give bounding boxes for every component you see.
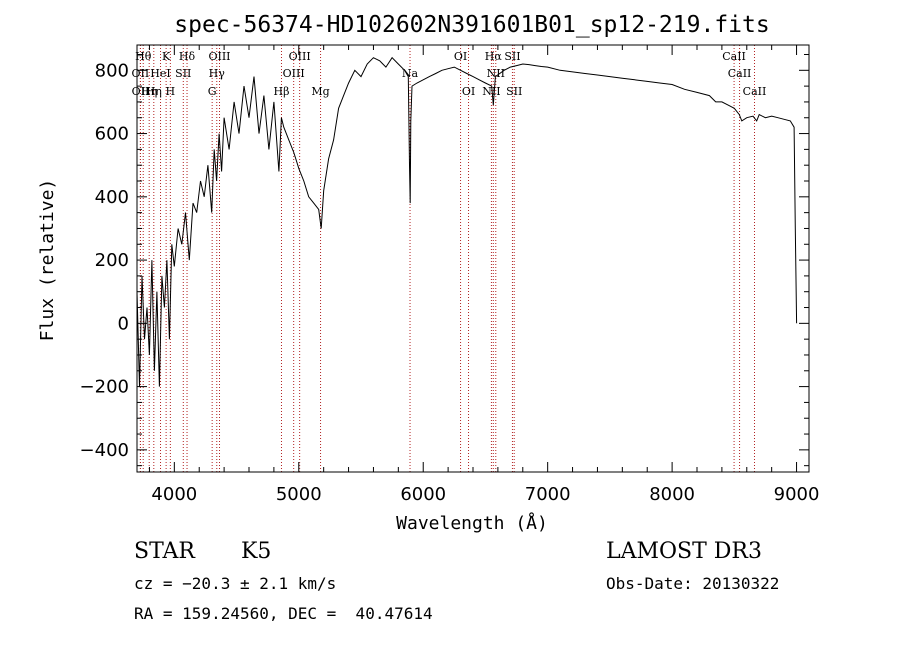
line-label-18: OI bbox=[454, 50, 467, 63]
x-tick-label-5000: 5000 bbox=[276, 484, 322, 505]
spectral-line-labels: HθOIIOIIHηHηHeIKHSIIHδGHγOIIIHβOIIIOIIIM… bbox=[132, 50, 767, 98]
line-label-5: HeI bbox=[150, 67, 170, 80]
line-label-16: Mg bbox=[311, 85, 329, 98]
line-label-15: OIII bbox=[289, 50, 311, 63]
line-label-22: NII bbox=[487, 67, 505, 80]
plot-frame bbox=[136, 44, 810, 473]
x-tick-label-7000: 7000 bbox=[525, 484, 571, 505]
x-axis-ticks: 4000 5000 6000 7000 8000 9000 bbox=[148, 45, 820, 505]
y-tick-label--200: −200 bbox=[80, 377, 129, 398]
x-tick-label-9000: 9000 bbox=[774, 484, 820, 505]
y-axis-label: Flux (relative) bbox=[37, 179, 58, 342]
coordinates: RA = 159.24560, DEC = 40.47614 bbox=[134, 604, 433, 623]
object-class: STAR bbox=[134, 539, 195, 564]
object-subclass: K5 bbox=[241, 539, 272, 564]
line-label-24: SII bbox=[506, 85, 522, 98]
survey-name: LAMOST DR3 bbox=[606, 539, 762, 564]
line-label-8: SII bbox=[175, 67, 191, 80]
line-label-0: Hθ bbox=[135, 50, 152, 63]
observation-date: Obs-Date: 20130322 bbox=[606, 574, 780, 593]
line-label-4: Hη bbox=[146, 85, 162, 98]
line-label-19: OI bbox=[462, 85, 475, 98]
spectral-line-markers bbox=[139, 45, 755, 472]
line-label-26: CaII bbox=[728, 67, 752, 80]
line-label-13: Hβ bbox=[274, 85, 290, 98]
x-tick-label-6000: 6000 bbox=[400, 484, 446, 505]
line-label-14: OIII bbox=[283, 67, 305, 80]
x-tick-label-4000: 4000 bbox=[151, 484, 197, 505]
y-tick-label-600: 600 bbox=[95, 124, 129, 145]
x-axis-label: Wavelength (Å) bbox=[396, 512, 548, 534]
line-label-17: Na bbox=[402, 67, 419, 80]
line-label-12: OIII bbox=[208, 50, 230, 63]
line-label-6: K bbox=[162, 50, 171, 63]
line-label-1: OII bbox=[132, 67, 150, 80]
y-tick-label--400: −400 bbox=[80, 440, 129, 461]
line-label-3: Hη bbox=[141, 85, 157, 98]
line-label-9: Hδ bbox=[179, 50, 196, 63]
y-tick-label-0: 0 bbox=[118, 313, 129, 334]
line-label-7: H bbox=[166, 85, 176, 98]
line-label-2: OII bbox=[132, 85, 150, 98]
x-tick-label-8000: 8000 bbox=[649, 484, 695, 505]
line-label-23: SII bbox=[504, 50, 520, 63]
line-label-20: NII bbox=[482, 85, 500, 98]
y-axis-ticks: −400 −200 0 200 400 600 800 bbox=[80, 53, 809, 467]
redshift-velocity: cz = −20.3 ± 2.1 km/s bbox=[134, 574, 337, 593]
chart-title: spec-56374-HD102602N391601B01_sp12-219.f… bbox=[174, 12, 769, 38]
y-tick-label-800: 800 bbox=[95, 60, 129, 81]
y-tick-label-200: 200 bbox=[95, 250, 129, 271]
line-label-27: CaII bbox=[743, 85, 767, 98]
spectrum-series-line bbox=[136, 56, 798, 387]
line-label-21: Hα bbox=[485, 50, 503, 63]
y-tick-label-400: 400 bbox=[95, 187, 129, 208]
line-label-11: Hγ bbox=[209, 67, 226, 80]
line-label-25: CaII bbox=[722, 50, 746, 63]
line-label-10: G bbox=[208, 85, 217, 98]
